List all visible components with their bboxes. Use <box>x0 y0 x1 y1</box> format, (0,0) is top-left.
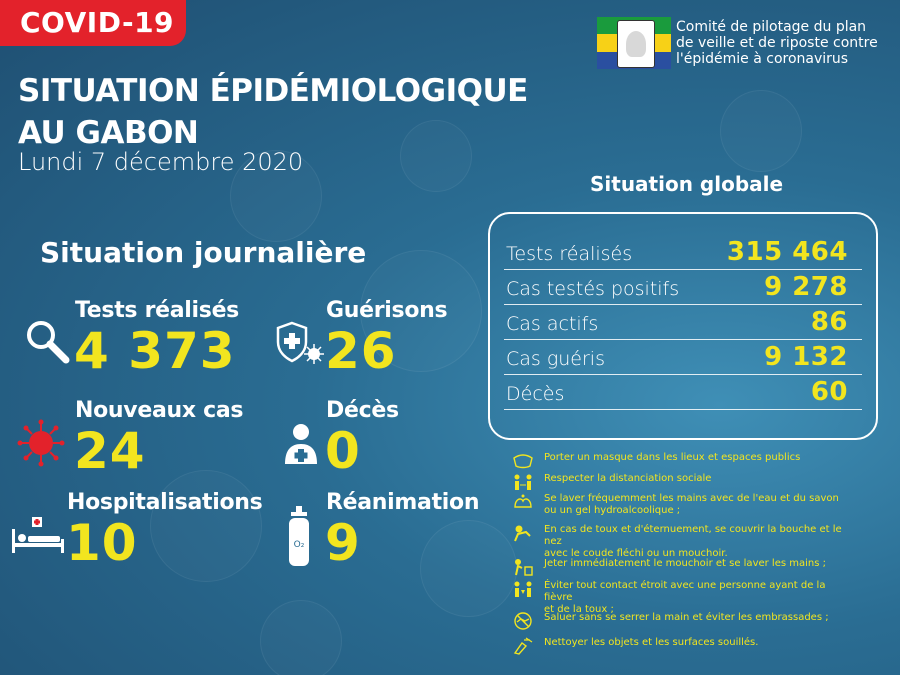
global-row-active: Cas actifs 86 <box>504 304 862 340</box>
stat-value-deaths: 0 <box>325 422 361 480</box>
global-row-tests: Tests réalisés 315 464 <box>504 234 862 270</box>
stat-label-recoveries: Guérisons <box>326 298 448 323</box>
title-line-1: SITUATION ÉPIDÉMIOLOGIQUE <box>18 73 528 109</box>
organization-header: Comité de pilotage du plan de veille et … <box>597 17 897 72</box>
covid-badge: COVID-19 <box>0 0 186 46</box>
global-row-recovered: Cas guéris 9 132 <box>504 339 862 375</box>
advice-text-cough: En cas de toux et d'éternuement, se couv… <box>544 524 842 559</box>
stat-value-recoveries: 26 <box>325 322 397 380</box>
oxygen-tank-icon: O₂ <box>289 506 309 566</box>
cough-elbow-icon <box>514 525 531 542</box>
stat-label-tests: Tests réalisés <box>75 298 239 323</box>
daily-section-title: Situation journalière <box>40 236 367 269</box>
shield-cross-icon <box>276 321 324 364</box>
advice-text-handwash: Se laver fréquemment les mains avec de l… <box>544 493 839 516</box>
hospital-bed-icon <box>12 517 64 553</box>
stat-value-hospital: 10 <box>66 514 138 572</box>
person-cross-icon <box>285 424 317 464</box>
stat-label-new-cases: Nouveaux cas <box>75 398 244 423</box>
stat-label-hospital: Hospitalisations <box>67 490 263 515</box>
global-section-title: Situation globale <box>590 172 784 196</box>
page-title: SITUATION ÉPIDÉMIOLOGIQUE AU GABON <box>18 70 528 154</box>
virus-icon <box>17 419 65 467</box>
cleaning-spray-icon <box>513 637 533 655</box>
advice-text-contact: Éviter tout contact étroit avec une pers… <box>544 580 826 615</box>
tissue-bin-icon <box>515 559 533 576</box>
stat-value-icu: 9 <box>325 514 361 572</box>
mask-icon <box>513 454 533 469</box>
stat-value-new-cases: 24 <box>74 422 146 480</box>
magnifier-icon <box>27 321 70 364</box>
stat-label-deaths: Décès <box>326 398 399 423</box>
social-distance-icon <box>514 474 532 490</box>
global-row-positive: Cas testés positifs 9 278 <box>504 269 862 305</box>
stat-value-tests: 4 373 <box>74 322 236 380</box>
avoid-contact-icon <box>514 581 532 597</box>
handwash-icon <box>514 494 532 508</box>
global-stats-table: Tests réalisés 315 464 Cas testés positif… <box>488 212 878 440</box>
svg-text:O₂: O₂ <box>294 540 305 550</box>
no-handshake-icon <box>514 612 532 630</box>
republic-seal-logo <box>617 20 655 68</box>
organization-name: Comité de pilotage du plan de veille et … <box>676 19 878 67</box>
stat-label-icu: Réanimation <box>326 490 480 515</box>
title-line-2: AU GABON <box>18 115 199 151</box>
report-date: Lundi 7 décembre 2020 <box>18 148 304 176</box>
global-row-deaths: Décès 60 <box>504 374 862 410</box>
